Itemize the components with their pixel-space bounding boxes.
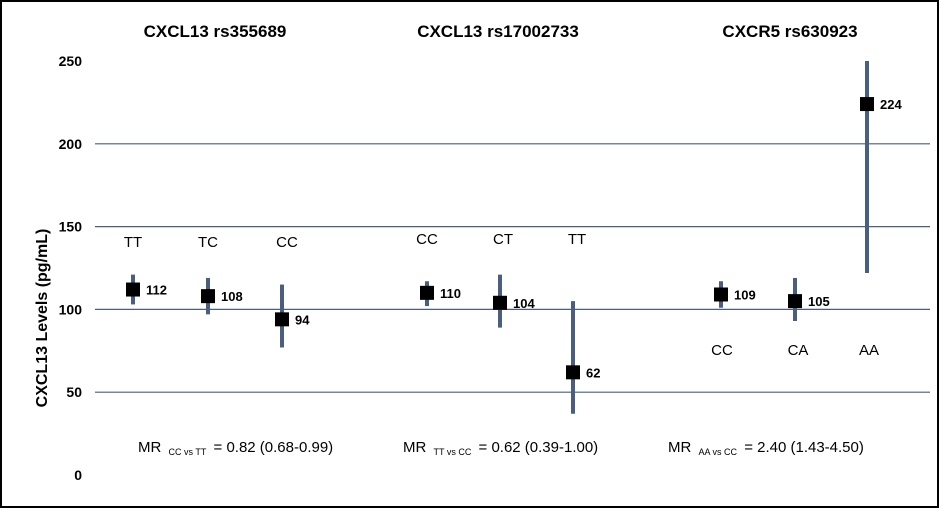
mr-value: = 0.82 (0.68-0.99) bbox=[214, 439, 334, 456]
data-label: 104 bbox=[513, 296, 535, 311]
mr-prefix: MR bbox=[668, 439, 691, 456]
genotype-label: CA bbox=[788, 342, 809, 359]
data-points: 112 108 94 110 104 62 109 105 224 bbox=[126, 61, 902, 414]
group-title-rs630923: CXCR5 rs630923 bbox=[722, 22, 857, 41]
genotype-label: TT bbox=[124, 234, 142, 251]
gridlines bbox=[95, 143, 930, 393]
mr-subscript: TT vs CC bbox=[434, 447, 472, 457]
data-label: 62 bbox=[586, 365, 600, 380]
data-marker bbox=[201, 289, 215, 304]
data-marker bbox=[714, 287, 728, 302]
group-title-rs355689: CXCL13 rs355689 bbox=[144, 22, 287, 41]
data-label: 94 bbox=[295, 312, 310, 327]
data-marker bbox=[493, 295, 507, 310]
genotype-label: TT bbox=[568, 231, 586, 248]
data-label: 224 bbox=[880, 97, 902, 112]
mr-subscript: CC vs TT bbox=[169, 447, 207, 457]
data-marker bbox=[860, 97, 874, 112]
data-label: 112 bbox=[146, 283, 167, 298]
data-label: 110 bbox=[440, 286, 461, 301]
y-axis-title: CXCL13 Levels (pg/mL) bbox=[34, 229, 51, 408]
data-label: 108 bbox=[221, 289, 243, 304]
data-marker bbox=[275, 312, 289, 327]
mr-annotation-rs17002733: MR TT vs CC = 0.62 (0.39-1.00) bbox=[403, 439, 598, 459]
genotype-label: CC bbox=[711, 342, 733, 359]
mr-prefix: MR bbox=[403, 439, 426, 456]
y-axis-ticks: 0 50 100 150 200 250 bbox=[59, 53, 83, 483]
genotype-label: CC bbox=[416, 231, 438, 248]
data-label: 109 bbox=[734, 287, 756, 302]
data-marker bbox=[566, 365, 580, 380]
mr-value: = 2.40 (1.43-4.50) bbox=[744, 439, 864, 456]
y-tick-label: 50 bbox=[66, 384, 82, 400]
mr-annotation-rs630923: MR AA vs CC = 2.40 (1.43-4.50) bbox=[668, 439, 864, 459]
group-title-rs17002733: CXCL13 rs17002733 bbox=[417, 22, 579, 41]
mr-subscript: AA vs CC bbox=[699, 447, 738, 457]
mr-value: = 0.62 (0.39-1.00) bbox=[479, 439, 599, 456]
data-label: 105 bbox=[808, 294, 830, 309]
mr-prefix: MR bbox=[138, 439, 161, 456]
data-marker bbox=[788, 294, 802, 309]
data-marker bbox=[126, 282, 140, 297]
y-tick-label: 100 bbox=[59, 301, 83, 317]
y-tick-label: 250 bbox=[59, 53, 83, 69]
genotype-label: AA bbox=[859, 342, 879, 359]
genotype-label: CT bbox=[493, 231, 513, 248]
mr-annotation-rs355689: MR CC vs TT = 0.82 (0.68-0.99) bbox=[138, 439, 333, 459]
genotype-label: CC bbox=[276, 234, 298, 251]
y-tick-label: 0 bbox=[74, 467, 82, 483]
genotype-label: TC bbox=[198, 234, 218, 251]
y-tick-label: 200 bbox=[59, 136, 83, 152]
y-tick-label: 150 bbox=[59, 219, 83, 235]
data-marker bbox=[420, 285, 434, 300]
